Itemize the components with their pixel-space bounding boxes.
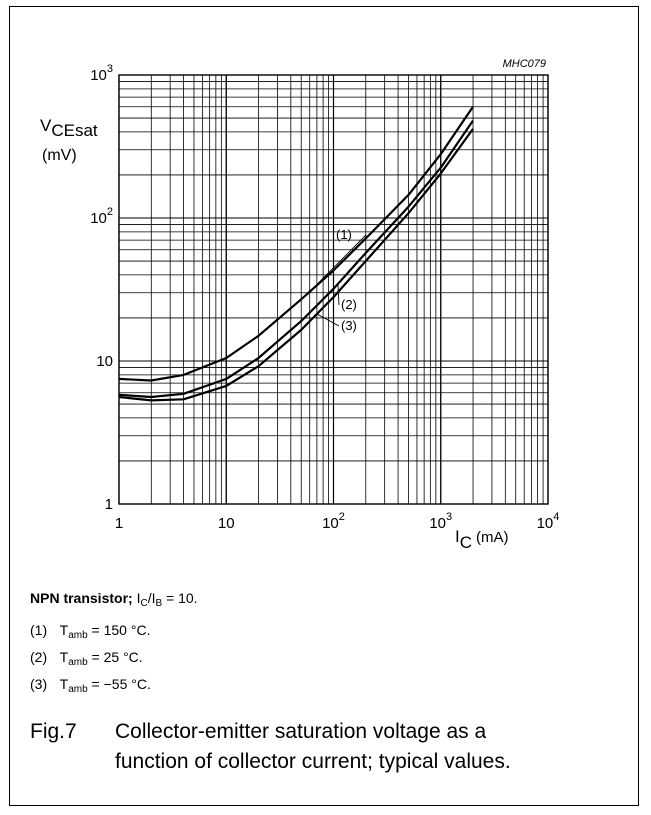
legend-note-num: (3) [30,676,48,692]
legend-header-bold: NPN transistor; [30,590,133,606]
legend-ratio-i1: I [136,590,141,606]
legend-note-sub: amb [68,657,88,668]
legend-note-3: (3) Tamb = −55 °C. [30,675,151,702]
legend-ratio-slash: /I [147,590,156,606]
series-label-leader [337,283,340,306]
series-line-1 [118,106,474,382]
series-label-1: (1) [336,227,352,242]
x-axis-label: IC (mA) [455,527,509,552]
series-label-3: (3) [341,318,357,333]
legend-note-value: = 25 °C. [91,649,143,665]
legend-note-value: = 150 °C. [91,622,151,638]
figure-caption: Fig.7 Collector-emitter saturation voltag… [30,717,555,777]
legend-note-value: = −55 °C. [91,676,151,692]
legend-note-2: (2) Tamb = 25 °C. [30,648,151,675]
plot-border [118,74,549,505]
series-label-2: (2) [341,297,357,312]
y-tick-label: 102 [90,206,113,227]
legend-ratio-sub1: C [140,598,148,609]
y-axis-label: VCEsat [40,116,98,140]
chart-svg: MHC079 1 10 102 103 104 1 10 102 103 VCEsat (mV) IC(… [40,58,560,552]
legend-note-1: (1) Tamb = 150 °C. [30,621,151,648]
legend-note-t: T [59,649,69,665]
series-line-2 [118,119,474,399]
x-tick-label: 103 [429,511,452,532]
y-axis-unit: (mV) [42,147,77,164]
y-tick-label: 103 [90,63,113,84]
x-tick-label: 10 [218,515,235,532]
legend-note-sub: amb [68,630,88,641]
legend-header: NPN transistor; IC/IB = 10. [30,590,198,609]
legend-ratio-rest: = 10. [166,590,198,606]
legend-note-t: T [59,676,69,692]
legend-note-num: (1) [30,622,48,638]
x-tick-label: 104 [537,511,560,532]
legend-note-sub: amb [68,684,88,695]
legend-note-num: (2) [30,649,48,665]
series-label-leader [309,234,367,293]
series-label-leader [316,313,340,327]
caption-text: Collector-emitter saturation voltage as … [115,720,511,773]
figure-frame [9,6,639,806]
series-line-3 [118,128,474,402]
x-tick-label: 102 [322,511,345,532]
legend-ratio-sub2: B [155,598,163,609]
caption-fig-number: Fig.7 [30,720,77,743]
y-tick-label: 10 [96,353,113,370]
chart-code-label: MHC079 [503,58,546,70]
legend-note-t: T [59,622,69,638]
x-tick-label: 1 [115,515,123,532]
legend-notes: (1) Tamb = 150 °C. (2) Tamb = 25 °C. (3)… [30,621,151,702]
y-tick-label: 1 [105,496,113,513]
